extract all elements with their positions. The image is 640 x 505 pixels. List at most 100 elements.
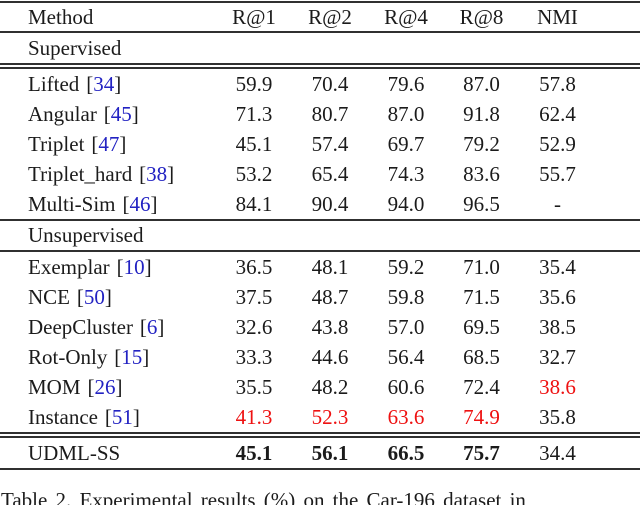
- method-label: Angular: [28, 101, 97, 126]
- value-nmi: 32.7: [539, 344, 576, 369]
- value-r8: 68.5: [463, 344, 500, 369]
- unsupervised-section-rule: [0, 250, 640, 252]
- row-rot-only: Rot-Only [15] 33.3 44.6 56.4 68.5 32.7: [0, 342, 640, 372]
- value-r4: 69.7: [387, 131, 425, 156]
- citation-link[interactable]: 15: [121, 344, 143, 369]
- value-nmi: 52.9: [539, 131, 576, 156]
- value-r2: 57.4: [311, 131, 349, 156]
- row-multi-sim: Multi-Sim [46] 84.1 90.4 94.0 96.5 -: [0, 189, 640, 219]
- method-cell: Lifted [34]: [0, 71, 216, 96]
- citation-link[interactable]: 38: [146, 161, 168, 186]
- cite-close-bracket: ]: [142, 344, 150, 369]
- cite-close-bracket: ]: [119, 131, 127, 156]
- value-r8: 71.0: [463, 254, 500, 279]
- cite-close-bracket: ]: [157, 314, 165, 339]
- section-label: Supervised: [28, 36, 122, 60]
- value-r4: 60.6: [387, 374, 425, 399]
- column-header-r2: R@2: [308, 4, 352, 29]
- section-label: Unsupervised: [28, 223, 144, 247]
- cite-close-bracket: ]: [131, 101, 139, 126]
- row-exemplar: Exemplar [10] 36.5 48.1 59.2 71.0 35.4: [0, 252, 640, 282]
- row-deepcluster: DeepCluster [6] 32.6 43.8 57.0 69.5 38.5: [0, 312, 640, 342]
- value-r1: 33.3: [235, 344, 273, 369]
- citation-link[interactable]: 6: [146, 314, 158, 339]
- value-r1: 71.3: [235, 101, 273, 126]
- cite-close-bracket: ]: [150, 191, 158, 216]
- header-bottom-rule: [0, 31, 640, 33]
- value-nmi: 38.5: [539, 314, 576, 339]
- value-r2-best: 56.1: [311, 440, 349, 465]
- method-label: MOM: [28, 374, 81, 399]
- row-lifted: Lifted [34] 59.9 70.4 79.6 87.0 57.8: [0, 69, 640, 99]
- table-caption: Table 2. Experimental results (%) on the…: [1, 488, 526, 505]
- citation-link[interactable]: 51: [111, 404, 133, 429]
- method-cell: UDML-SS: [0, 442, 216, 464]
- cite-open-bracket: [: [139, 314, 147, 339]
- citation-link[interactable]: 26: [94, 374, 116, 399]
- value-r4: 87.0: [387, 101, 425, 126]
- citation-link[interactable]: 45: [110, 101, 132, 126]
- value-r4: 74.3: [387, 161, 425, 186]
- method-label: Rot-Only: [28, 344, 108, 369]
- value-nmi: -: [554, 191, 561, 216]
- cite-open-bracket: [: [103, 101, 111, 126]
- value-r1: 35.5: [235, 374, 273, 399]
- table-top-rule: [0, 1, 640, 3]
- value-r1: 45.1: [235, 131, 273, 156]
- value-r4: 79.6: [387, 71, 425, 96]
- column-header-r1: R@1: [232, 4, 276, 29]
- row-nce: NCE [50] 37.5 48.7 59.8 71.5 35.6: [0, 282, 640, 312]
- value-r8: 79.2: [463, 131, 500, 156]
- method-label: Instance: [28, 404, 98, 429]
- value-nmi: 62.4: [539, 101, 576, 126]
- value-nmi-highlighted: 38.6: [539, 374, 576, 399]
- method-label: NCE: [28, 284, 70, 309]
- cite-open-bracket: [: [86, 71, 94, 96]
- method-label: Multi-Sim: [28, 191, 116, 216]
- citation-link[interactable]: 50: [83, 284, 105, 309]
- value-r8: 83.6: [463, 161, 500, 186]
- value-r2: 48.1: [311, 254, 349, 279]
- value-r2: 70.4: [311, 71, 349, 96]
- method-cell: Instance [51]: [0, 404, 216, 429]
- column-header-r4: R@4: [384, 4, 428, 29]
- method-cell: MOM [26]: [0, 374, 216, 399]
- value-r8: 87.0: [463, 71, 500, 96]
- value-r2: 44.6: [311, 344, 349, 369]
- value-r1: 53.2: [235, 161, 273, 186]
- value-r8-highlighted: 74.9: [463, 404, 500, 429]
- citation-link[interactable]: 46: [129, 191, 151, 216]
- value-r8: 72.4: [463, 374, 500, 399]
- method-cell: Exemplar [10]: [0, 254, 216, 279]
- cite-open-bracket: [: [122, 191, 130, 216]
- method-cell: Angular [45]: [0, 101, 216, 126]
- cite-open-bracket: [: [139, 161, 147, 186]
- cite-close-bracket: ]: [144, 254, 152, 279]
- section-header-supervised: Supervised: [0, 33, 640, 63]
- cite-open-bracket: [: [114, 344, 122, 369]
- value-nmi: 34.4: [539, 440, 576, 465]
- citation-link[interactable]: 34: [93, 71, 115, 96]
- result-top-rule: [0, 432, 640, 438]
- column-header-r8: R@8: [459, 4, 504, 29]
- cite-open-bracket: [: [116, 254, 124, 279]
- value-r4-highlighted: 63.6: [387, 404, 425, 429]
- value-r8-best: 75.7: [463, 440, 500, 465]
- column-header-nmi: NMI: [537, 4, 578, 29]
- cite-close-bracket: ]: [132, 404, 140, 429]
- cite-open-bracket: [: [87, 374, 95, 399]
- value-r2: 90.4: [311, 191, 349, 216]
- table-bottom-rule: [0, 468, 640, 470]
- citation-link[interactable]: 10: [123, 254, 145, 279]
- value-r2-highlighted: 52.3: [311, 404, 349, 429]
- value-r1: 84.1: [235, 191, 273, 216]
- value-nmi: 55.7: [539, 161, 576, 186]
- section-header-unsupervised: Unsupervised: [0, 221, 640, 250]
- value-r2: 80.7: [311, 101, 349, 126]
- value-r1: 59.9: [235, 71, 273, 96]
- supervised-section-rule: [0, 63, 640, 69]
- row-udml-ss: UDML-SS 45.1 56.1 66.5 75.7 34.4: [0, 438, 640, 468]
- method-label: Exemplar: [28, 254, 110, 279]
- value-nmi: 35.6: [539, 284, 576, 309]
- citation-link[interactable]: 47: [98, 131, 120, 156]
